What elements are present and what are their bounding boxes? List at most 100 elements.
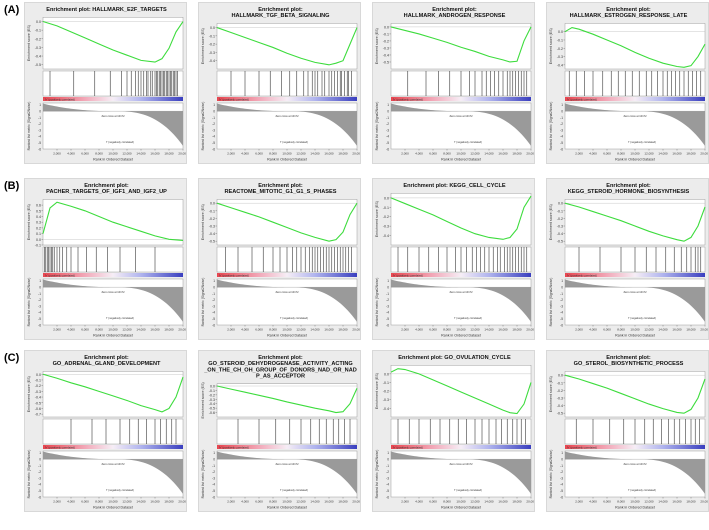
rank-y-tick-label: -6 (560, 323, 563, 327)
es-curve (390, 26, 532, 63)
plot-title: Enrichment plot: HALLMARK_ESTROGEN_RESPON… (570, 7, 688, 19)
es-panel (216, 23, 358, 70)
positive-label: 'h' (positively correlated) (393, 274, 423, 278)
rank-color-bar (217, 273, 357, 277)
es-y-tick-label: -0.5 (557, 412, 563, 416)
es-y-tick-label: -0.2 (209, 217, 215, 221)
x-tick-label: 8,000 (443, 500, 451, 504)
es-y-axis-label: Enrichment score (ES) (201, 204, 205, 240)
es-y-tick-label: -0.1 (209, 389, 215, 393)
rank-y-tick-label: 1 (387, 451, 389, 455)
es-y-tick-label: 0.4 (36, 215, 41, 219)
rank-y-tick-label: 1 (213, 451, 215, 455)
x-tick-label: 10,000 (282, 152, 292, 156)
rank-y-tick-label: -4 (386, 135, 389, 139)
rank-y-tick-label: -2 (560, 122, 563, 126)
x-tick-label: 20,000 (178, 500, 187, 504)
x-tick-label: 20,000 (700, 500, 709, 504)
es-y-tick-label: -0.2 (557, 389, 563, 393)
plot-title: Enrichment plot: KEGG_STEROID_HORMONE_BIO… (568, 183, 690, 195)
es-y-tick-label: -0.1 (209, 209, 215, 213)
rank-y-tick-label: -6 (38, 323, 41, 327)
x-tick-label: 4,000 (67, 500, 75, 504)
x-tick-label: 20,000 (526, 152, 535, 156)
rank-y-tick-label: -4 (38, 135, 41, 139)
x-tick-label: 14,000 (310, 500, 320, 504)
x-tick-label: 12,000 (296, 500, 306, 504)
es-y-axis-label: Enrichment score (ES) (549, 204, 553, 240)
x-tick-label: 12,000 (296, 152, 306, 156)
gsea-plot-7: Enrichment plot: KEGG_CELL_CYCLE 0.0 -0.1 -… (372, 178, 535, 340)
x-tick-label: 10,000 (108, 328, 118, 332)
x-tick-label: 12,000 (122, 500, 132, 504)
rank-y-tick-label: -6 (386, 323, 389, 327)
x-tick-label: 6,000 (429, 328, 437, 332)
rank-y-axis-label: Ranked list metric (Signal2Noise) (549, 102, 553, 151)
es-y-axis-label: Enrichment score (ES) (549, 376, 553, 412)
es-curve (390, 195, 532, 240)
rank-y-tick-label: -2 (386, 470, 389, 474)
es-y-tick-label: -0.3 (383, 225, 389, 229)
rank-color-bar (391, 445, 531, 449)
rank-y-tick-label: -6 (560, 495, 563, 499)
x-tick-label: 18,000 (686, 328, 696, 332)
es-y-axis-label: Enrichment score (ES) (27, 25, 31, 61)
negative-label: 'l' (negatively correlated) (628, 140, 656, 144)
es-curve (216, 385, 358, 414)
rank-y-axis-label: Ranked list metric (Signal2Noise) (201, 450, 205, 499)
x-tick-label: 18,000 (164, 152, 174, 156)
gsea-plot-8: Enrichment plot: KEGG_STEROID_HORMONE_BIO… (546, 178, 709, 340)
es-y-tick-label: -0.1 (557, 209, 563, 213)
rank-y-tick-label: -1 (560, 116, 563, 120)
zero-cross-label: Zero cross at 10172 (623, 290, 647, 294)
rank-y-tick-label: -3 (560, 304, 563, 308)
positive-label: 'h' (positively correlated) (45, 98, 75, 102)
rank-y-tick-label: 0 (561, 109, 563, 113)
rank-color-bar (43, 445, 183, 449)
plot-title: Enrichment plot: HALLMARK_ANDROGEN_RESPON… (404, 7, 506, 19)
hits-panel (216, 418, 358, 445)
x-tick-label: 8,000 (269, 500, 277, 504)
es-y-tick-label: -0.5 (35, 63, 41, 67)
rank-y-tick-label: -5 (212, 141, 215, 145)
zero-cross-label: Zero cross at 10172 (449, 462, 473, 466)
es-y-tick-label: 0.0 (210, 385, 215, 389)
rank-metric-area (43, 451, 183, 494)
hits-panel (216, 70, 358, 97)
rank-y-tick-label: -3 (38, 304, 41, 308)
rank-y-axis-label: Ranked list metric (Signal2Noise) (27, 102, 31, 151)
positive-label: 'h' (positively correlated) (219, 98, 249, 102)
plot-title: Enrichment plot: HALLMARK_TGF_BETA_SIGNAL… (231, 7, 329, 19)
hits-panel (564, 70, 706, 97)
rank-y-tick-label: -4 (386, 311, 389, 315)
rank-color-bar (565, 97, 705, 101)
x-tick-label: 16,000 (672, 152, 682, 156)
es-y-tick-label: -0.5 (209, 240, 215, 244)
x-axis-label: Rank in Ordered Dataset (615, 158, 655, 162)
gsea-svg-11: Enrichment plot: GO_OVULATION_CYCLE 0.0 -0… (375, 355, 534, 510)
zero-cross-label: Zero cross at 10172 (449, 114, 473, 118)
rank-y-tick-label: 1 (39, 103, 41, 107)
es-y-tick-label: -0.4 (383, 407, 389, 411)
x-tick-label: 10,000 (456, 152, 466, 156)
es-y-tick-label: -0.1 (557, 381, 563, 385)
positive-label: 'h' (positively correlated) (45, 274, 75, 278)
rank-y-tick-label: -6 (386, 147, 389, 151)
rank-y-tick-label: 1 (561, 103, 563, 107)
x-tick-label: 6,000 (81, 152, 89, 156)
rank-y-tick-label: 1 (387, 103, 389, 107)
rank-y-tick-label: -4 (212, 483, 215, 487)
x-axis-label: Rank in Ordered Dataset (441, 158, 481, 162)
x-tick-label: 16,000 (324, 152, 334, 156)
rank-y-axis-label: Ranked list metric (Signal2Noise) (375, 278, 379, 327)
rank-y-axis-label: Ranked list metric (Signal2Noise) (375, 102, 379, 151)
rank-color-bar (565, 445, 705, 449)
rank-y-tick-label: -3 (386, 304, 389, 308)
rank-color-bar (391, 273, 531, 277)
es-y-tick-label: -0.1 (557, 38, 563, 42)
es-curve (390, 368, 532, 415)
gsea-svg-2: Enrichment plot: HALLMARK_TGF_BETA_SIGNAL… (201, 7, 360, 162)
x-tick-label: 16,000 (150, 152, 160, 156)
es-y-tick-label: 0.0 (210, 26, 215, 30)
x-tick-label: 6,000 (429, 152, 437, 156)
